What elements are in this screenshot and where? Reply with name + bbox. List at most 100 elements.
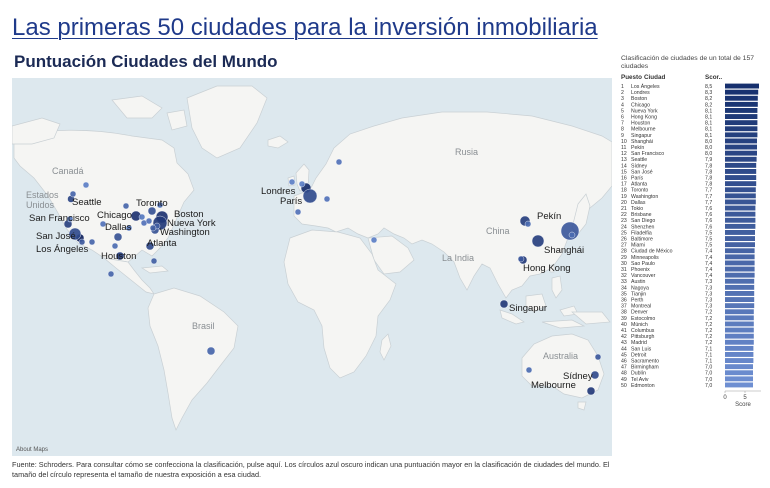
ranking-row[interactable]: 1 Los Ángeles 8,5 [621,83,759,90]
score-bar-birmingham[interactable] [725,364,753,370]
score-bar-pekin[interactable] [725,144,757,150]
city-bubble-sidney[interactable] [590,370,600,380]
score-bar-filadelfia[interactable] [725,230,755,235]
ranking-row[interactable]: 21 Tokio 7,6 [621,205,756,212]
score-bar-phoenix[interactable] [725,266,755,272]
score-bar-paris[interactable] [725,175,757,180]
ranking-header-puesto[interactable]: Puesto [621,74,642,81]
city-bubble-perth[interactable] [525,366,533,374]
score-bar-hong-kong[interactable] [725,114,758,119]
ranking-row[interactable]: 3 Boston 8,2 [621,95,758,102]
ranking-row[interactable]: 15 San José 7,8 [621,169,757,175]
city-bubble-denver[interactable] [99,220,107,228]
ranking-row[interactable]: 10 Shanghái 8,0 [621,138,757,145]
city-bubble-austin[interactable] [111,242,119,250]
score-bar-madrid[interactable] [725,339,754,345]
ranking-row[interactable]: 32 Vancouver 7,4 [621,272,755,279]
ranking-row[interactable]: 5 Nueva York 8,1 [621,108,758,114]
ranking-row[interactable]: 25 Filadelfia 7,5 [621,230,755,236]
city-bubble-toronto[interactable] [147,206,157,216]
score-bar-edmonton[interactable] [725,382,753,388]
score-bar-perth[interactable] [725,297,755,302]
city-bubble-sacramento[interactable] [66,215,74,223]
city-bubble-san-luis[interactable] [125,224,133,232]
ranking-row[interactable]: 41 Columbus 7,2 [621,327,754,334]
score-bar-denver[interactable] [725,309,754,315]
ranking-row[interactable]: 24 Shenzhen 7,6 [621,223,756,230]
city-bubble-minneapolis[interactable] [122,202,130,210]
ranking-row[interactable]: 33 Austin 7,3 [621,278,755,285]
city-bubble-dublin[interactable] [288,178,296,186]
ranking-row[interactable]: 14 Sídney 7,8 [621,162,757,169]
score-bar-tokio[interactable] [725,205,756,211]
ranking-row[interactable]: 22 Brisbane 7,6 [621,211,756,218]
city-bubble-baltimore[interactable] [149,224,157,232]
score-bar-columbus[interactable] [725,327,754,333]
ranking-row[interactable]: 36 Perth 7,3 [621,297,755,304]
city-bubble-shenzhen[interactable] [517,255,525,263]
city-bubble-melbourne[interactable] [586,386,596,396]
ranking-row[interactable]: 31 Phoenix 7,4 [621,266,755,273]
ranking-row[interactable]: 50 Edmonton 7,0 [621,382,753,389]
city-bubble-tel-aviv[interactable] [370,236,378,244]
score-bar-boston[interactable] [725,95,758,101]
score-bar-los-angeles[interactable] [725,83,759,89]
city-bubble-phoenix[interactable] [88,238,96,246]
score-bar-londres[interactable] [725,89,759,95]
ranking-header-scor[interactable]: Scor.. [705,74,722,81]
ranking-row[interactable]: 4 Chicago 8,2 [621,101,758,108]
city-bubble-paris[interactable] [302,188,318,204]
ranking-row[interactable]: 30 Sao Paulo 7,4 [621,260,755,267]
score-bar-tel-aviv[interactable] [725,376,753,382]
score-bar-singapur[interactable] [725,132,758,138]
city-bubble-birmingham[interactable] [298,180,306,188]
ranking-row[interactable]: 38 Denver 7,2 [621,309,754,316]
score-bar-san-diego[interactable] [725,217,756,223]
score-bar-san-jose[interactable] [725,169,757,174]
ranking-row[interactable]: 43 Madrid 7,2 [621,339,754,346]
city-bubble-san-jose[interactable] [68,227,82,241]
score-bar-dublin[interactable] [725,370,753,376]
ranking-row[interactable]: 40 Múnich 7,2 [621,321,754,328]
city-bubble-tianjin[interactable] [524,220,532,228]
city-bubble-nagoya[interactable] [568,231,576,239]
score-bar-chicago[interactable] [725,101,758,107]
score-bar-detroit[interactable] [725,352,754,357]
score-bar-seattle[interactable] [725,156,757,162]
city-bubble-vancouver[interactable] [69,190,77,198]
ranking-row[interactable]: 12 San Francisco 8,0 [621,150,757,157]
score-bar-baltimore[interactable] [725,236,755,241]
ranking-row[interactable]: 11 Pekín 8,0 [621,144,757,151]
score-bar-houston[interactable] [725,120,758,126]
score-bar-tianjin[interactable] [725,291,755,296]
city-bubble-detroit[interactable] [138,213,146,221]
city-bubble-brisbane[interactable] [594,353,602,361]
score-bar-minneapolis[interactable] [725,254,755,260]
city-bubble-atlanta[interactable] [145,241,155,251]
city-bubble-estocolmo[interactable] [335,158,343,166]
score-bar-montreal[interactable] [725,303,755,309]
ranking-row[interactable]: 9 Singapur 8,1 [621,132,758,139]
score-bar-san-francisco[interactable] [725,150,757,156]
map-attribution[interactable]: About Maps [16,447,48,453]
ranking-row[interactable]: 46 Sacramento 7,1 [621,358,754,365]
score-bar-sacramento[interactable] [725,358,754,363]
ranking-row[interactable]: 6 Hong Kong 8,1 [621,114,758,121]
ranking-row[interactable]: 29 Minneapolis 7,4 [621,254,755,261]
city-bubble-singapur[interactable] [499,299,509,309]
ranking-row[interactable]: 8 Melbourne 8,1 [621,126,758,133]
score-bar-ciudad-de-mexico[interactable] [725,248,755,254]
score-bar-sao-paulo[interactable] [725,260,755,266]
city-bubble-houston[interactable] [115,251,125,261]
ranking-row[interactable]: 17 Atlanta 7,8 [621,181,757,188]
city-bubble-madrid[interactable] [294,208,302,216]
score-bar-brisbane[interactable] [725,211,756,217]
ranking-row[interactable]: 23 San Diego 7,6 [621,217,756,224]
score-bar-dallas[interactable] [725,199,756,205]
score-bar-nueva-york[interactable] [725,108,758,113]
score-bar-atlanta[interactable] [725,181,757,187]
score-bar-miami[interactable] [725,242,755,248]
ranking-row[interactable]: 37 Montreal 7,3 [621,303,755,310]
city-bubble-shanghai[interactable] [531,234,545,248]
ranking-row[interactable]: 28 Ciudad de México 7,4 [621,248,755,255]
